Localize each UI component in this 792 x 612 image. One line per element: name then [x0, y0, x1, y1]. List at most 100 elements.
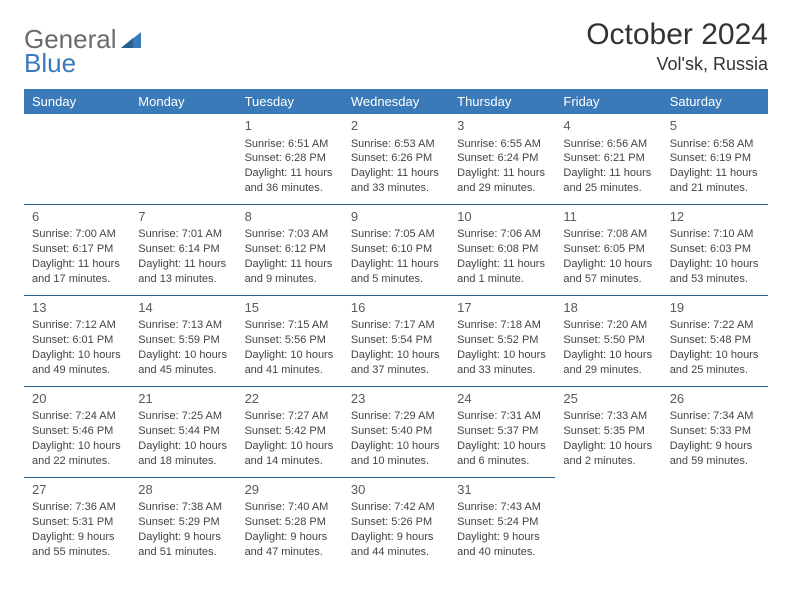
calendar-day-cell: 14Sunrise: 7:13 AMSunset: 5:59 PMDayligh… — [130, 295, 236, 386]
daylight-text: Daylight: 11 hours and 36 minutes. — [245, 166, 335, 196]
sunset-text: Sunset: 6:26 PM — [351, 151, 441, 166]
day-number: 24 — [457, 390, 547, 408]
calendar-day-cell: 30Sunrise: 7:42 AMSunset: 5:26 PMDayligh… — [343, 477, 449, 567]
calendar-day-cell: 26Sunrise: 7:34 AMSunset: 5:33 PMDayligh… — [662, 386, 768, 477]
day-number: 16 — [351, 299, 441, 317]
sunrise-text: Sunrise: 6:56 AM — [563, 137, 653, 152]
calendar-day-cell — [555, 477, 661, 567]
month-title: October 2024 — [586, 18, 768, 52]
daylight-text: Daylight: 10 hours and 14 minutes. — [245, 439, 335, 469]
sunset-text: Sunset: 5:52 PM — [457, 333, 547, 348]
sunset-text: Sunset: 5:44 PM — [138, 424, 228, 439]
calendar-day-cell — [130, 114, 236, 204]
daylight-text: Daylight: 9 hours and 47 minutes. — [245, 530, 335, 560]
sunset-text: Sunset: 6:21 PM — [563, 151, 653, 166]
calendar-day-cell: 8Sunrise: 7:03 AMSunset: 6:12 PMDaylight… — [237, 204, 343, 295]
calendar-week-row: 20Sunrise: 7:24 AMSunset: 5:46 PMDayligh… — [24, 386, 768, 477]
title-block: October 2024 Vol'sk, Russia — [586, 18, 768, 75]
daylight-text: Daylight: 9 hours and 51 minutes. — [138, 530, 228, 560]
day-number: 13 — [32, 299, 122, 317]
daylight-text: Daylight: 11 hours and 25 minutes. — [563, 166, 653, 196]
day-number: 20 — [32, 390, 122, 408]
calendar-head: SundayMondayTuesdayWednesdayThursdayFrid… — [24, 89, 768, 114]
daylight-text: Daylight: 10 hours and 49 minutes. — [32, 348, 122, 378]
sunset-text: Sunset: 6:05 PM — [563, 242, 653, 257]
daylight-text: Daylight: 10 hours and 57 minutes. — [563, 257, 653, 287]
calendar-day-cell: 25Sunrise: 7:33 AMSunset: 5:35 PMDayligh… — [555, 386, 661, 477]
daylight-text: Daylight: 9 hours and 44 minutes. — [351, 530, 441, 560]
sunrise-text: Sunrise: 7:13 AM — [138, 318, 228, 333]
day-number: 17 — [457, 299, 547, 317]
day-number: 26 — [670, 390, 760, 408]
daylight-text: Daylight: 11 hours and 1 minute. — [457, 257, 547, 287]
sunset-text: Sunset: 5:28 PM — [245, 515, 335, 530]
sunrise-text: Sunrise: 6:51 AM — [245, 137, 335, 152]
logo-triangle-icon — [121, 32, 141, 48]
day-number: 23 — [351, 390, 441, 408]
sunrise-text: Sunrise: 6:53 AM — [351, 137, 441, 152]
sunset-text: Sunset: 6:17 PM — [32, 242, 122, 257]
daylight-text: Daylight: 10 hours and 25 minutes. — [670, 348, 760, 378]
sunrise-text: Sunrise: 7:15 AM — [245, 318, 335, 333]
weekday-header: Saturday — [662, 89, 768, 114]
day-number: 30 — [351, 481, 441, 499]
day-number: 8 — [245, 208, 335, 226]
sunset-text: Sunset: 5:37 PM — [457, 424, 547, 439]
day-number: 7 — [138, 208, 228, 226]
calendar-day-cell: 31Sunrise: 7:43 AMSunset: 5:24 PMDayligh… — [449, 477, 555, 567]
calendar-day-cell: 22Sunrise: 7:27 AMSunset: 5:42 PMDayligh… — [237, 386, 343, 477]
sunset-text: Sunset: 5:56 PM — [245, 333, 335, 348]
daylight-text: Daylight: 10 hours and 18 minutes. — [138, 439, 228, 469]
daylight-text: Daylight: 10 hours and 41 minutes. — [245, 348, 335, 378]
sunrise-text: Sunrise: 7:36 AM — [32, 500, 122, 515]
daylight-text: Daylight: 11 hours and 33 minutes. — [351, 166, 441, 196]
sunset-text: Sunset: 6:12 PM — [245, 242, 335, 257]
day-number: 3 — [457, 117, 547, 135]
calendar-day-cell: 17Sunrise: 7:18 AMSunset: 5:52 PMDayligh… — [449, 295, 555, 386]
daylight-text: Daylight: 10 hours and 37 minutes. — [351, 348, 441, 378]
day-number: 6 — [32, 208, 122, 226]
weekday-header: Tuesday — [237, 89, 343, 114]
daylight-text: Daylight: 10 hours and 2 minutes. — [563, 439, 653, 469]
sunrise-text: Sunrise: 7:12 AM — [32, 318, 122, 333]
sunset-text: Sunset: 6:10 PM — [351, 242, 441, 257]
sunrise-text: Sunrise: 7:42 AM — [351, 500, 441, 515]
calendar-day-cell: 28Sunrise: 7:38 AMSunset: 5:29 PMDayligh… — [130, 477, 236, 567]
calendar-day-cell: 11Sunrise: 7:08 AMSunset: 6:05 PMDayligh… — [555, 204, 661, 295]
calendar-day-cell — [662, 477, 768, 567]
day-number: 29 — [245, 481, 335, 499]
sunset-text: Sunset: 5:31 PM — [32, 515, 122, 530]
sunrise-text: Sunrise: 7:18 AM — [457, 318, 547, 333]
calendar-table: SundayMondayTuesdayWednesdayThursdayFrid… — [24, 89, 768, 568]
calendar-body: 1Sunrise: 6:51 AMSunset: 6:28 PMDaylight… — [24, 114, 768, 568]
day-number: 4 — [563, 117, 653, 135]
daylight-text: Daylight: 10 hours and 53 minutes. — [670, 257, 760, 287]
daylight-text: Daylight: 10 hours and 33 minutes. — [457, 348, 547, 378]
daylight-text: Daylight: 10 hours and 29 minutes. — [563, 348, 653, 378]
calendar-day-cell: 9Sunrise: 7:05 AMSunset: 6:10 PMDaylight… — [343, 204, 449, 295]
sunrise-text: Sunrise: 7:38 AM — [138, 500, 228, 515]
sunrise-text: Sunrise: 7:06 AM — [457, 227, 547, 242]
day-number: 1 — [245, 117, 335, 135]
sunset-text: Sunset: 5:42 PM — [245, 424, 335, 439]
brand-sub: Blue — [24, 48, 76, 79]
day-number: 5 — [670, 117, 760, 135]
calendar-day-cell: 10Sunrise: 7:06 AMSunset: 6:08 PMDayligh… — [449, 204, 555, 295]
header-bar: General October 2024 Vol'sk, Russia — [24, 18, 768, 75]
sunset-text: Sunset: 6:14 PM — [138, 242, 228, 257]
sunrise-text: Sunrise: 7:00 AM — [32, 227, 122, 242]
sunrise-text: Sunrise: 7:20 AM — [563, 318, 653, 333]
sunrise-text: Sunrise: 7:24 AM — [32, 409, 122, 424]
calendar-day-cell: 13Sunrise: 7:12 AMSunset: 6:01 PMDayligh… — [24, 295, 130, 386]
calendar-day-cell: 19Sunrise: 7:22 AMSunset: 5:48 PMDayligh… — [662, 295, 768, 386]
day-number: 9 — [351, 208, 441, 226]
day-number: 28 — [138, 481, 228, 499]
daylight-text: Daylight: 9 hours and 59 minutes. — [670, 439, 760, 469]
daylight-text: Daylight: 10 hours and 10 minutes. — [351, 439, 441, 469]
day-number: 10 — [457, 208, 547, 226]
sunrise-text: Sunrise: 7:25 AM — [138, 409, 228, 424]
calendar-day-cell: 16Sunrise: 7:17 AMSunset: 5:54 PMDayligh… — [343, 295, 449, 386]
daylight-text: Daylight: 10 hours and 22 minutes. — [32, 439, 122, 469]
calendar-day-cell: 2Sunrise: 6:53 AMSunset: 6:26 PMDaylight… — [343, 114, 449, 204]
sunrise-text: Sunrise: 7:08 AM — [563, 227, 653, 242]
